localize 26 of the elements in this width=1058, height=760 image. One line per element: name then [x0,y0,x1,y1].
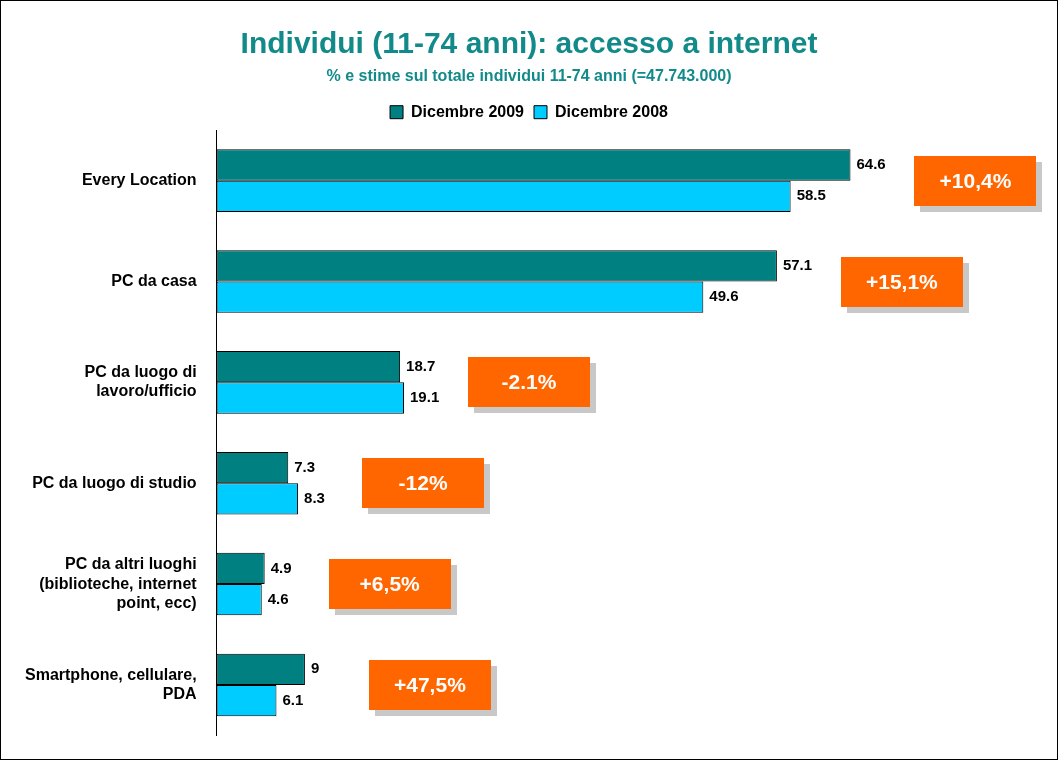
annotation: -2.1% [501,370,557,395]
data-label: 19.1 [410,388,440,406]
data-label: 4.9 [270,558,292,576]
legend-label: Dicembre 2009 [411,102,525,120]
legend-label: Dicembre 2008 [555,102,669,120]
data-label: 57.1 [782,256,813,274]
y-tick-label: Every Location [81,171,197,189]
data-label: 7.3 [294,457,316,475]
data-label: 9 [310,659,320,677]
y-tick-label: Smartphone, cellulare, PDA [25,665,198,702]
data-label: 49.6 [709,287,739,305]
chart-title: Individui (11-74 anni): accesso a internet [240,26,818,60]
data-label: 58.5 [796,186,826,204]
annotation: +6,5% [359,572,420,597]
data-label: 64.6 [856,155,886,173]
data-label: 4.6 [267,589,289,607]
y-tick-label: PC da luogo di lavoro/ufficio [84,363,197,400]
data-label: 18.7 [406,356,436,374]
annotation: +47,5% [394,672,466,697]
y-tick-label: PC da luogo di studio [32,473,197,491]
data-label: 8.3 [304,489,325,507]
chart-subtitle: % e stime sul totale individui 11-74 anni (=47.743.000) [326,67,732,85]
y-tick-label: PC da casa [111,271,197,289]
annotation: -12% [398,471,448,496]
y-tick-label: PC da altri luoghi (biblioteche, internet point, ecc) [39,555,198,611]
data-label: 6.1 [282,690,304,708]
